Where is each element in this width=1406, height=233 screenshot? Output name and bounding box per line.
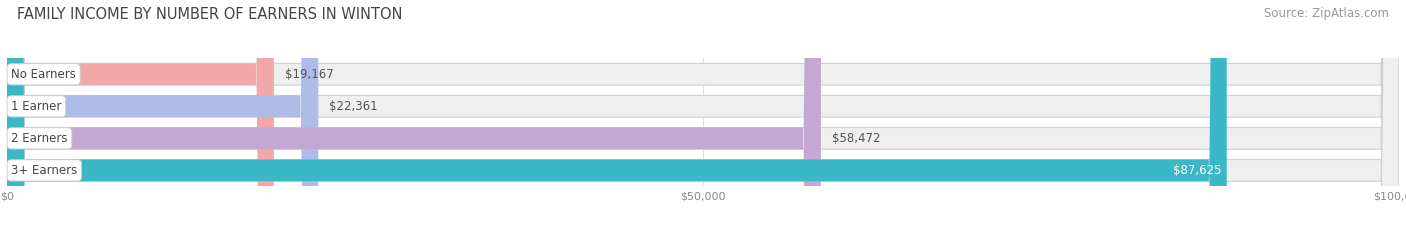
Text: 3+ Earners: 3+ Earners	[11, 164, 77, 177]
Text: $22,361: $22,361	[329, 100, 378, 113]
FancyBboxPatch shape	[7, 0, 1226, 233]
Text: No Earners: No Earners	[11, 68, 76, 81]
Text: Source: ZipAtlas.com: Source: ZipAtlas.com	[1264, 7, 1389, 20]
Text: $19,167: $19,167	[285, 68, 333, 81]
FancyBboxPatch shape	[7, 0, 1399, 233]
FancyBboxPatch shape	[7, 0, 821, 233]
Text: FAMILY INCOME BY NUMBER OF EARNERS IN WINTON: FAMILY INCOME BY NUMBER OF EARNERS IN WI…	[17, 7, 402, 22]
Text: $58,472: $58,472	[832, 132, 880, 145]
FancyBboxPatch shape	[7, 0, 318, 233]
FancyBboxPatch shape	[7, 0, 274, 233]
Text: 2 Earners: 2 Earners	[11, 132, 67, 145]
Text: $87,625: $87,625	[1173, 164, 1222, 177]
Text: 1 Earner: 1 Earner	[11, 100, 62, 113]
FancyBboxPatch shape	[7, 0, 1399, 233]
FancyBboxPatch shape	[7, 0, 1399, 233]
FancyBboxPatch shape	[7, 0, 1399, 233]
